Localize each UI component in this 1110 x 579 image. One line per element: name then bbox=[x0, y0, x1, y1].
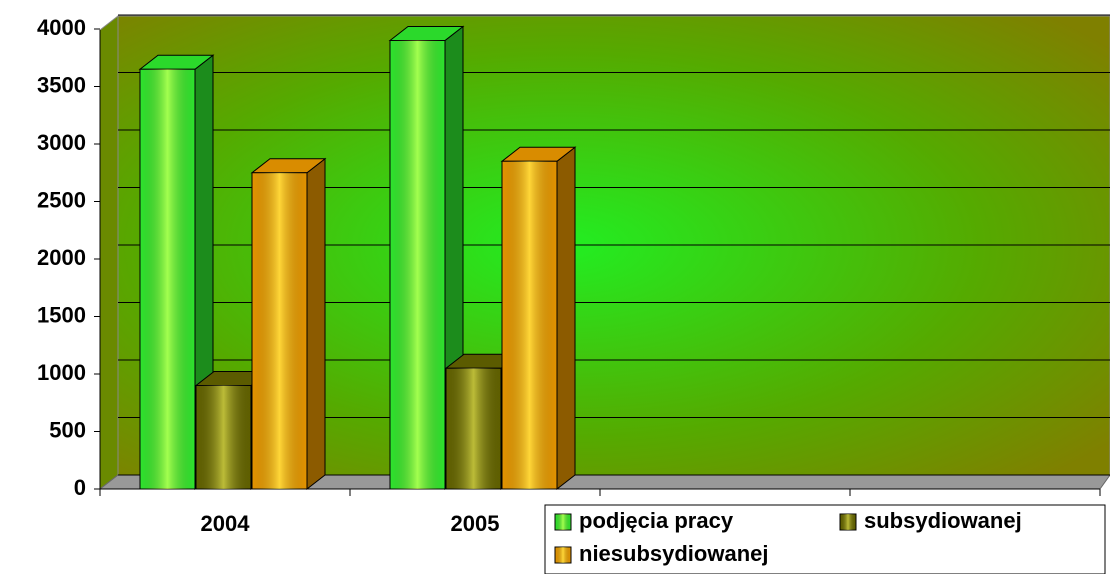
y-tick-label: 3500 bbox=[37, 72, 86, 97]
bar-side bbox=[306, 157, 326, 491]
side-wall bbox=[99, 14, 119, 491]
y-tick-label: 3000 bbox=[37, 130, 86, 155]
bar-shine bbox=[502, 161, 557, 489]
legend-label: podjęcia pracy bbox=[579, 508, 734, 533]
y-tick-label: 1500 bbox=[37, 302, 86, 327]
legend-label: subsydiowanej bbox=[864, 508, 1022, 533]
y-tick-label: 500 bbox=[49, 417, 86, 442]
y-tick-label: 1000 bbox=[37, 360, 86, 385]
bar bbox=[250, 157, 327, 491]
legend-swatch-shine bbox=[555, 547, 571, 563]
bar bbox=[500, 146, 577, 491]
bar-shine bbox=[196, 385, 251, 489]
bar-shine bbox=[390, 40, 445, 489]
x-tick-label: 2004 bbox=[201, 511, 251, 536]
legend-swatch-shine bbox=[555, 514, 571, 530]
y-tick-label: 4000 bbox=[37, 15, 86, 40]
bar-shine bbox=[252, 172, 307, 489]
bar-shine bbox=[140, 69, 195, 489]
bar-shine bbox=[446, 368, 501, 489]
y-tick-label: 0 bbox=[74, 475, 86, 500]
bar-side bbox=[556, 146, 576, 491]
legend-swatch-shine bbox=[840, 514, 856, 530]
legend-box bbox=[544, 504, 1106, 575]
bar bbox=[138, 54, 215, 491]
y-tick-label: 2000 bbox=[37, 245, 86, 270]
y-tick-label: 2500 bbox=[37, 187, 86, 212]
legend: podjęcia pracy subsydiowanej niesubsydiowa… bbox=[544, 504, 1106, 575]
x-tick-label: 2005 bbox=[451, 511, 500, 536]
legend-label: niesubsydiowanej bbox=[579, 541, 769, 566]
